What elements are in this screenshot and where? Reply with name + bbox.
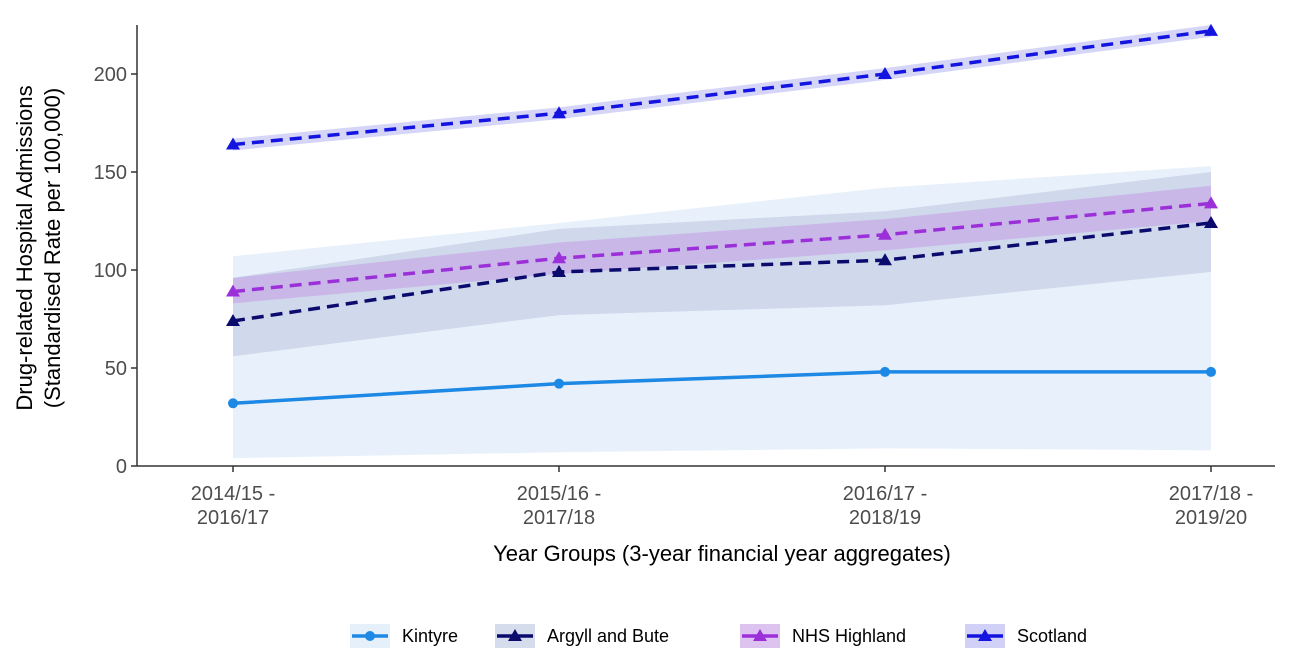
point — [508, 629, 522, 641]
y-tick-label: 50 — [105, 358, 127, 380]
point — [878, 67, 892, 79]
legend-item: Scotland — [965, 624, 1087, 648]
point — [1204, 215, 1218, 228]
point — [552, 251, 566, 264]
point — [226, 284, 240, 297]
x-tick-label: 2017/18 - — [1169, 483, 1254, 505]
confidence-band — [233, 185, 1211, 304]
y-tick-label: 0 — [116, 456, 127, 478]
x-tick-label: 2016/17 - — [843, 483, 928, 505]
legend-label: Kintyre — [402, 626, 458, 646]
legend-label: Scotland — [1017, 626, 1087, 646]
y-axis-label: Drug-related Hospital Admissions — [12, 85, 37, 410]
point — [226, 137, 240, 150]
y-tick-label: 150 — [94, 162, 127, 184]
plot-area — [226, 23, 1218, 459]
x-tick-label: 2015/16 - — [517, 483, 602, 505]
series-line — [232, 29, 1212, 147]
series-line — [232, 370, 1211, 406]
point — [978, 629, 992, 641]
x-tick-label: 2019/20 — [1175, 507, 1247, 529]
x-tick-label: 2017/18 — [523, 507, 595, 529]
legend-label: NHS Highland — [792, 626, 906, 646]
y-axis-label: (Standardised Rate per 100,000) — [40, 88, 65, 408]
point — [753, 629, 767, 641]
legend-item: NHS Highland — [740, 624, 906, 648]
y-tick-label: 200 — [94, 64, 127, 86]
x-tick-label: 2018/19 — [849, 507, 921, 529]
point — [226, 313, 240, 326]
x-tick-label: 2016/17 — [197, 507, 269, 529]
x-axis-label: Year Groups (3-year financial year aggre… — [493, 541, 951, 566]
point — [552, 264, 566, 277]
point — [1204, 196, 1218, 209]
series-line — [232, 201, 1212, 294]
x-tick-label: 2014/15 - — [191, 483, 276, 505]
point — [365, 631, 375, 641]
point — [1204, 23, 1218, 36]
point — [878, 253, 892, 266]
legend-label: Argyll and Bute — [547, 626, 669, 646]
point — [552, 106, 566, 119]
point — [878, 227, 892, 240]
point — [228, 398, 238, 409]
series-line — [232, 221, 1212, 323]
confidence-band — [233, 25, 1211, 151]
point — [880, 366, 890, 377]
point — [1206, 366, 1216, 377]
y-tick-label: 100 — [94, 260, 127, 282]
point — [554, 378, 564, 389]
legend-item: Argyll and Bute — [495, 624, 669, 648]
legend-item: Kintyre — [350, 624, 458, 648]
